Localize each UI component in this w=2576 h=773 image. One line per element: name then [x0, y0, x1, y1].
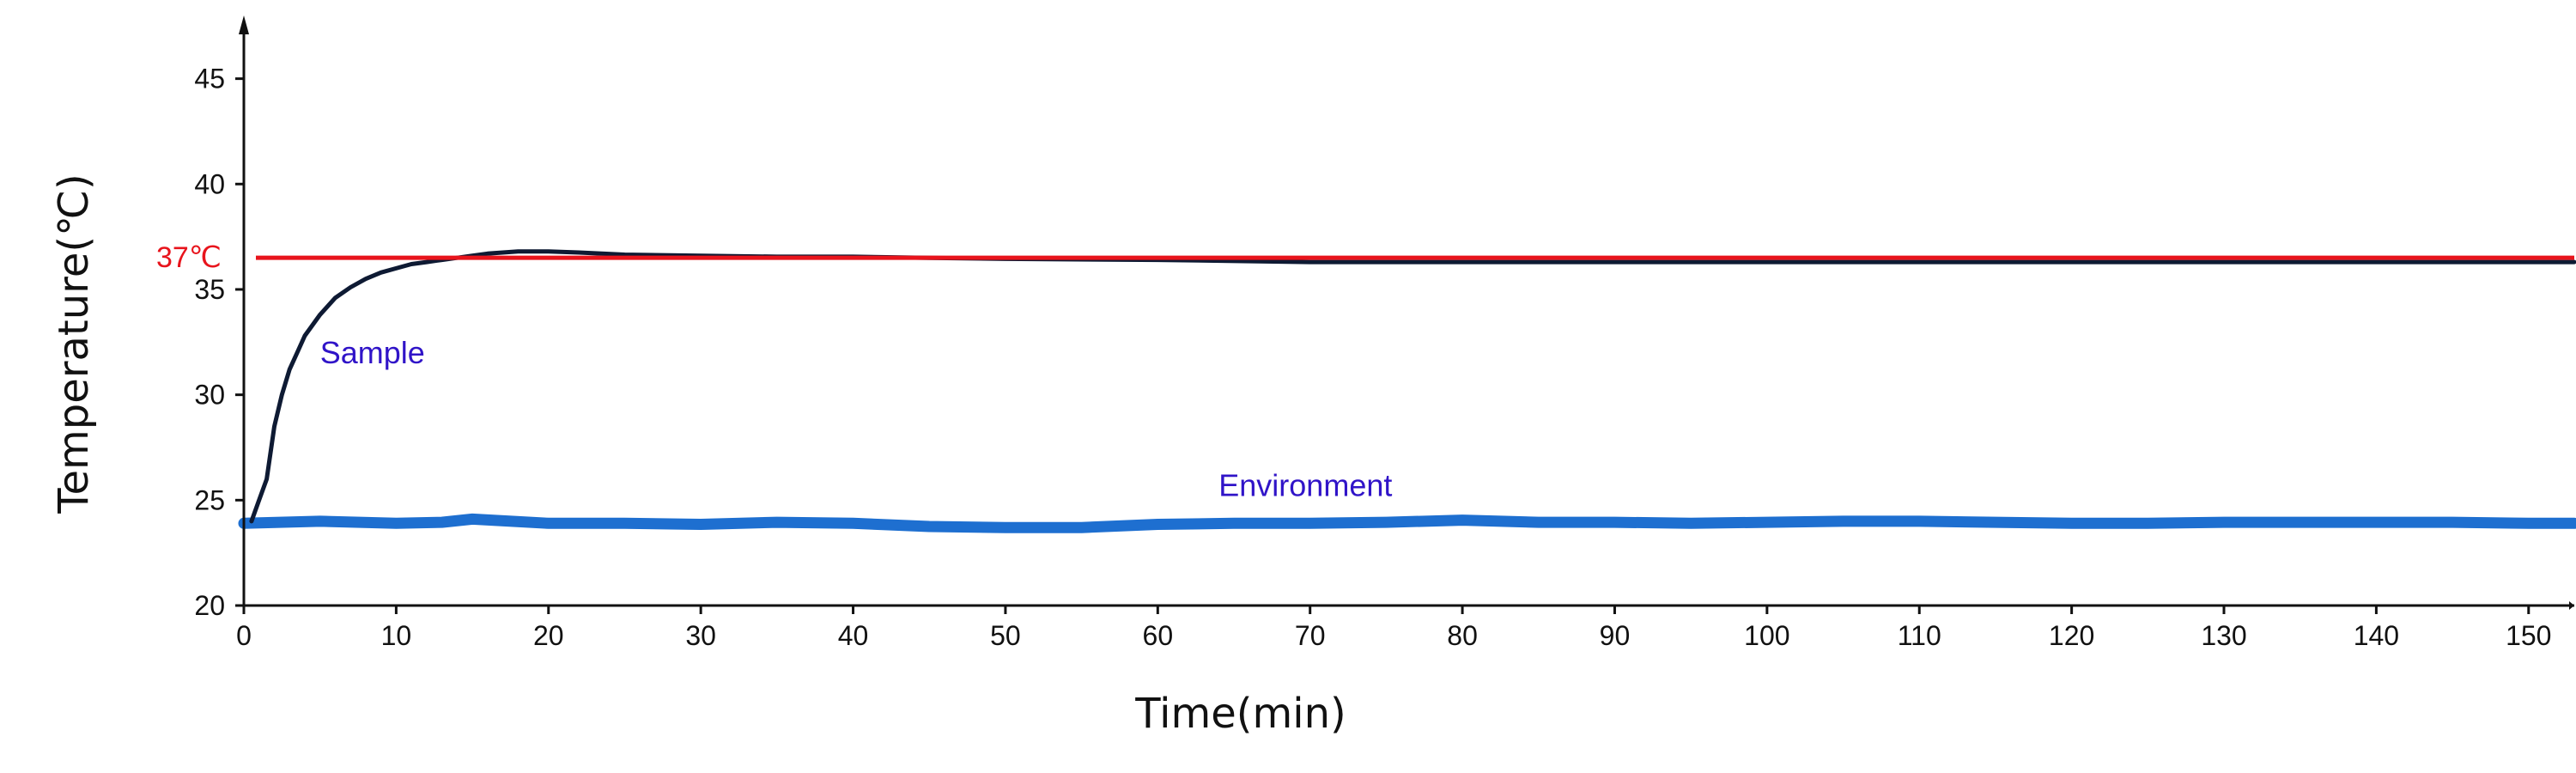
x-axis-arrow-icon [2569, 601, 2574, 610]
y-tick-label: 45 [194, 64, 225, 94]
axes-layer [239, 15, 2574, 610]
ticks-layer: 0 10 20 30 40 50 60 70 80 90 100 110 120 130 140 150 20 2… [194, 64, 2551, 651]
x-tick-label: 20 [533, 620, 564, 651]
x-tick-label: 80 [1447, 620, 1478, 651]
y-axis-title: Temperature(℃) [50, 173, 98, 514]
y-tick-label: 40 [194, 168, 225, 199]
y-tick-label: 25 [194, 484, 225, 515]
x-tick-label: 70 [1295, 620, 1326, 651]
series-line-environment [238, 513, 2576, 533]
annotation-environment: Environment [1218, 467, 1392, 502]
x-tick-label: 100 [1744, 620, 1789, 651]
y-tick-label: 35 [194, 274, 225, 305]
series-line-sample [249, 249, 2576, 524]
x-axis-title: Time(min) [1134, 690, 1346, 738]
x-tick-label: 30 [685, 620, 716, 651]
labels-layer: Time(min) Temperature(℃) 37℃ Sample Enviro… [50, 173, 1392, 738]
x-tick-label: 10 [381, 620, 412, 651]
y-tick-label: 20 [194, 590, 225, 621]
y-tick-label: 30 [194, 380, 225, 411]
x-tick-label: 150 [2506, 620, 2551, 651]
y-axis-arrow-icon [239, 15, 249, 34]
x-tick-label: 140 [2354, 620, 2399, 651]
x-tick-label: 90 [1600, 620, 1631, 651]
x-tick-label: 130 [2201, 620, 2246, 651]
x-tick-label: 0 [236, 620, 252, 651]
x-tick-label: 60 [1143, 620, 1174, 651]
annotation-sample: Sample [320, 335, 425, 370]
series-layer [238, 249, 2576, 533]
reference-line-label: 37℃ [156, 241, 222, 274]
x-tick-label: 40 [838, 620, 869, 651]
x-tick-label: 120 [2049, 620, 2094, 651]
x-tick-label: 50 [990, 620, 1021, 651]
x-tick-label: 110 [1898, 620, 1941, 651]
